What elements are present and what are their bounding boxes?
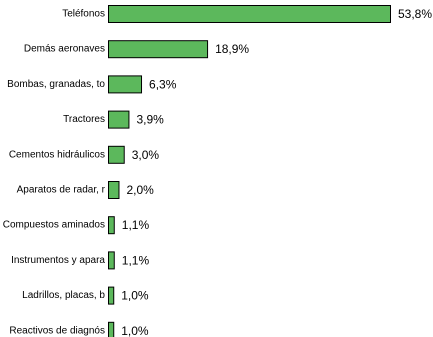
bar-group: Aparatos de radar, r 2,0% — [17, 181, 154, 199]
bar — [108, 75, 143, 94]
bar — [108, 5, 391, 23]
value-label: 3,0% — [132, 148, 160, 162]
category-label: Demás aeronaves — [24, 44, 105, 55]
category-label: Compuestos aminados — [3, 220, 105, 231]
value-label: 1,1% — [122, 218, 150, 232]
category-label: Instrumentos y apara — [11, 255, 105, 266]
bar — [108, 40, 209, 59]
bar — [108, 321, 115, 337]
bar — [108, 110, 130, 129]
bar-group: Instrumentos y apara 1,1% — [11, 251, 150, 270]
category-label: Tractores — [63, 114, 105, 125]
value-label: 1,1% — [122, 253, 150, 267]
bar — [108, 251, 115, 270]
value-label: 6,3% — [149, 77, 177, 91]
bar-group: Cementos hidráulicos 3,0% — [9, 145, 160, 164]
category-label: Cementos hidráulicos — [9, 149, 105, 160]
value-label: 18,9% — [215, 42, 249, 56]
bar — [108, 145, 125, 164]
value-label: 1,0% — [121, 324, 149, 337]
bar-group: Teléfonos 53,8% — [62, 5, 432, 23]
bar-group: Reactivos de diagnós 1,0% — [9, 321, 149, 337]
bar-group: Ladrillos, placas, b 1,0% — [22, 286, 149, 305]
bar-group: Compuestos aminados 1,1% — [3, 216, 150, 235]
bar — [108, 181, 120, 199]
value-label: 3,9% — [136, 113, 164, 127]
bar-group: Tractores 3,9% — [63, 110, 164, 129]
category-label: Teléfonos — [62, 9, 105, 20]
category-label: Reactivos de diagnós — [9, 325, 105, 336]
value-label: 53,8% — [398, 7, 432, 21]
category-label: Aparatos de radar, r — [17, 185, 106, 196]
bar-group: Bombas, granadas, to 6,3% — [7, 75, 177, 94]
value-label: 2,0% — [126, 183, 154, 197]
bar — [108, 216, 115, 235]
value-label: 1,0% — [121, 289, 149, 303]
category-label: Ladrillos, placas, b — [22, 290, 105, 301]
category-label: Bombas, granadas, to — [7, 79, 105, 90]
bar — [108, 286, 115, 305]
bar-group: Demás aeronaves 18,9% — [24, 40, 249, 59]
